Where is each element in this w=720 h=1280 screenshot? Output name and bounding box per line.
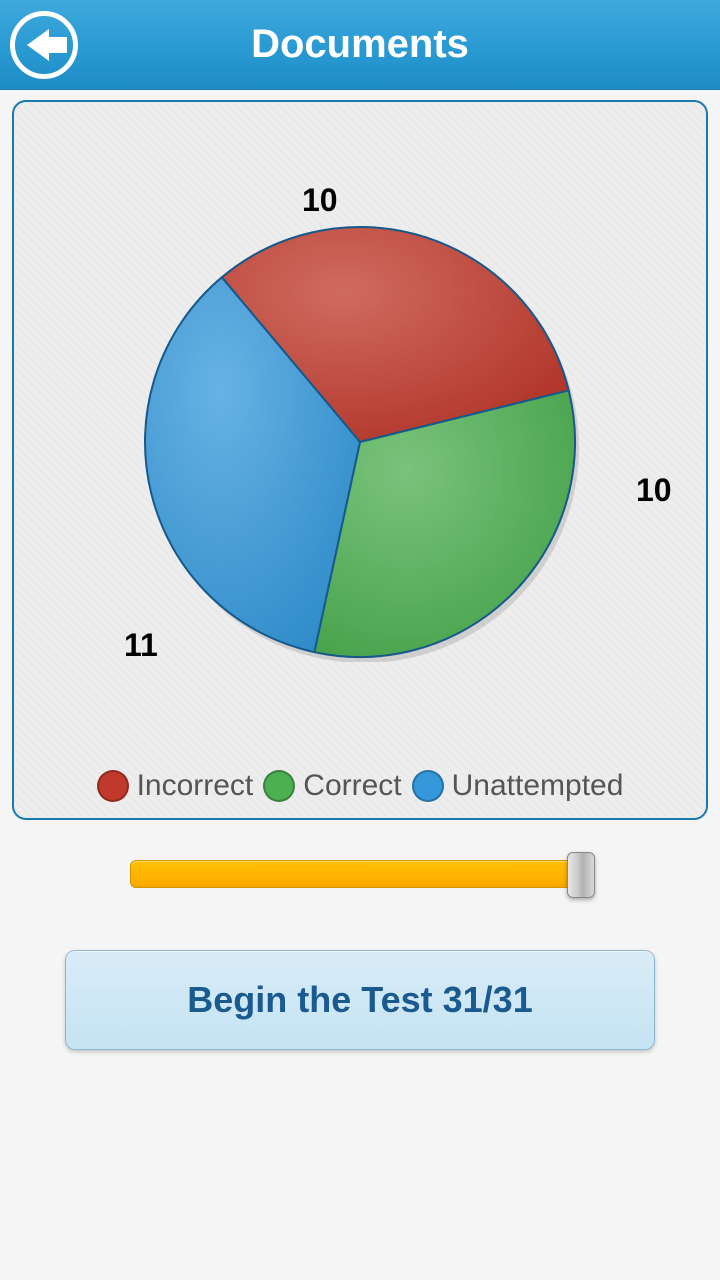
begin-test-button[interactable]: Begin the Test 31/31 bbox=[65, 950, 655, 1050]
legend-label-incorrect: Incorrect bbox=[137, 769, 254, 803]
pie-legend: Incorrect Correct Unattempted bbox=[97, 769, 624, 803]
pie-chart bbox=[140, 222, 580, 662]
results-pie-card: 10 10 11 Incorrect Correct Unattempted bbox=[12, 100, 708, 820]
legend-dot-unattempted bbox=[412, 770, 444, 802]
pie-label-incorrect: 10 bbox=[302, 182, 338, 219]
pie-chart-container: 10 10 11 bbox=[34, 122, 686, 761]
slider-thumb[interactable] bbox=[567, 852, 595, 898]
back-button[interactable] bbox=[10, 11, 78, 79]
pie-label-correct: 10 bbox=[636, 472, 672, 509]
legend-item-incorrect: Incorrect bbox=[97, 769, 254, 803]
question-count-slider[interactable] bbox=[130, 860, 590, 900]
app-header: Documents bbox=[0, 0, 720, 90]
begin-test-label: Begin the Test 31/31 bbox=[187, 979, 532, 1021]
back-arrow-icon bbox=[27, 29, 49, 61]
legend-dot-incorrect bbox=[97, 770, 129, 802]
legend-item-unattempted: Unattempted bbox=[412, 769, 624, 803]
legend-dot-correct bbox=[263, 770, 295, 802]
legend-item-correct: Correct bbox=[263, 769, 401, 803]
legend-label-correct: Correct bbox=[303, 769, 401, 803]
page-title: Documents bbox=[0, 22, 720, 67]
pie-label-unattempted: 11 bbox=[124, 627, 158, 664]
slider-track bbox=[130, 860, 590, 888]
legend-label-unattempted: Unattempted bbox=[452, 769, 624, 803]
